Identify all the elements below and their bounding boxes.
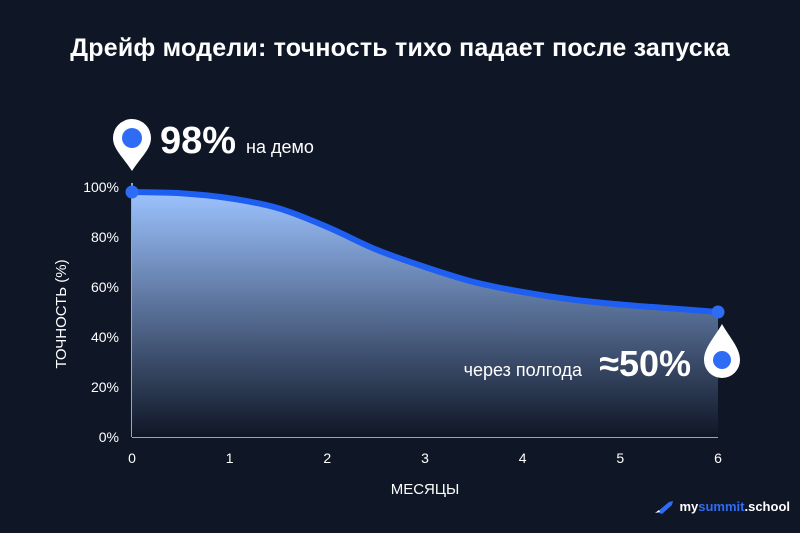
x-tick-label: 1 — [226, 450, 234, 466]
x-tick-label: 0 — [128, 450, 136, 466]
accuracy-area — [132, 192, 718, 437]
page-title: Дрейф модели: точность тихо падает после… — [70, 34, 730, 62]
rocket-icon — [655, 500, 674, 514]
y-tick-label: 0% — [99, 429, 119, 445]
x-tick-label: 6 — [714, 450, 722, 466]
start-annotation: 98% на демо — [113, 119, 314, 171]
x-axis-label: МЕСЯЦЫ — [391, 481, 460, 498]
logo-suffix: .school — [744, 499, 790, 514]
x-tick-label: 3 — [421, 450, 429, 466]
end-annotation: через полгода ≈50% — [464, 324, 740, 384]
data-point — [125, 185, 139, 199]
logo-prefix: my — [679, 499, 699, 514]
y-tick-label: 20% — [91, 379, 119, 395]
drop-icon — [704, 324, 740, 378]
end-label: через полгода — [464, 360, 583, 380]
x-tick-label: 2 — [323, 450, 331, 466]
start-label: на демо — [246, 137, 314, 157]
y-axis-label: ТОЧНОСТЬ (%) — [53, 259, 70, 368]
start-value: 98% — [160, 120, 236, 162]
y-tick-label: 60% — [91, 279, 119, 295]
data-point — [711, 305, 725, 319]
accuracy-line — [129, 189, 721, 315]
y-tick-label: 40% — [91, 329, 119, 345]
x-tick-label: 4 — [519, 450, 527, 466]
logo-accent: summit — [698, 499, 745, 514]
end-value: ≈50% — [599, 343, 691, 384]
data-points — [125, 185, 725, 319]
x-tick-label: 5 — [616, 450, 624, 466]
y-tick-label: 80% — [91, 229, 119, 245]
y-tick-label: 100% — [83, 179, 119, 195]
map-pin-icon — [113, 119, 151, 171]
brand-logo: my summit .school — [655, 499, 790, 514]
